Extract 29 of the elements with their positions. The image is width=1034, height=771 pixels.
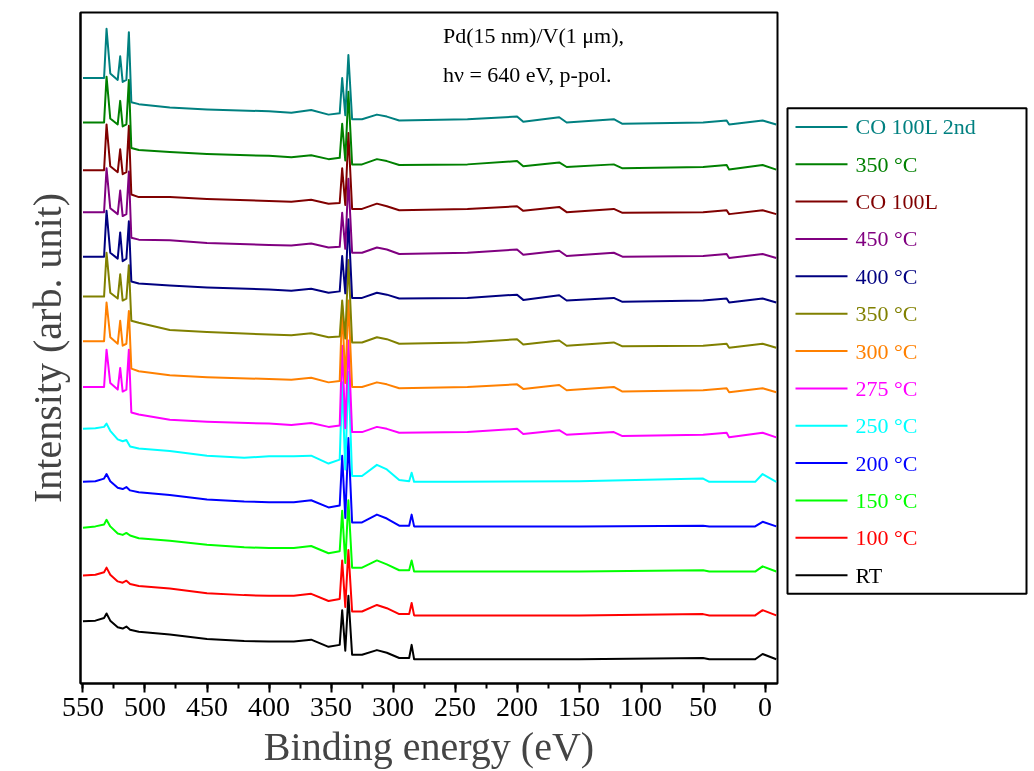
legend-label: 400 °C	[855, 263, 918, 289]
x-tick-label: 50	[689, 690, 718, 722]
annotation: Pd(15 nm)/V(1 μm),	[442, 23, 624, 49]
legend-label: CO 100L	[855, 189, 938, 215]
legend-label: 275 °C	[855, 375, 918, 401]
y-axis-title: Intensity (arb. unit)	[24, 193, 70, 503]
legend-label: 150 °C	[855, 487, 918, 513]
x-tick-label: 500	[123, 690, 166, 722]
legend-label: 350 °C	[855, 301, 918, 327]
x-tick-label: 100	[620, 690, 663, 722]
legend-label: CO 100L 2nd	[855, 114, 976, 140]
x-axis-title: Binding energy (eV)	[263, 723, 595, 769]
x-tick-label: 450	[186, 690, 228, 722]
x-tick-label: 250	[434, 690, 477, 722]
legend-label: 250 °C	[855, 413, 918, 439]
legend-label: 450 °C	[855, 226, 918, 252]
x-tick-label: 150	[558, 690, 601, 722]
x-tick-label: 400	[248, 690, 291, 722]
legend-label: 100 °C	[855, 525, 918, 551]
x-tick-label: 200	[496, 690, 539, 722]
x-tick-label: 350	[310, 690, 353, 722]
x-tick-label: 550	[61, 690, 104, 722]
x-tick-label: 0	[758, 690, 773, 722]
legend-label: 200 °C	[855, 450, 918, 476]
legend-label: 300 °C	[855, 338, 918, 364]
legend-label: RT	[855, 562, 883, 588]
legend-label: 350 °C	[855, 151, 918, 177]
x-tick-label: 300	[372, 690, 415, 722]
annotation: hν = 640 eV, p-pol.	[442, 62, 612, 88]
